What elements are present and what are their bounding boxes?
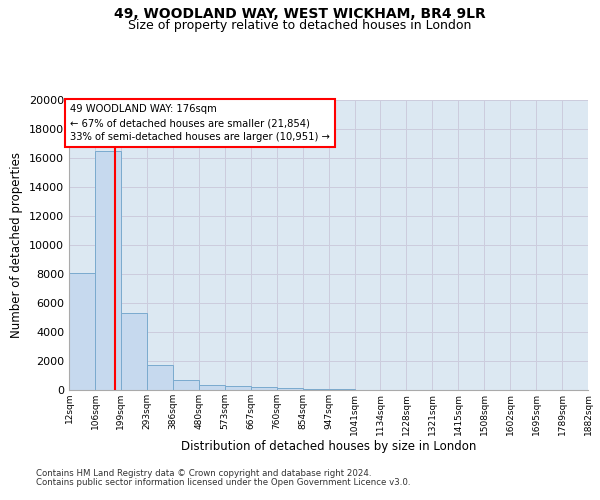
Text: Contains public sector information licensed under the Open Government Licence v3: Contains public sector information licen… [36, 478, 410, 487]
Text: Size of property relative to detached houses in London: Size of property relative to detached ho… [128, 18, 472, 32]
Bar [251, 387, 277, 390]
Bar [199, 385, 224, 390]
Text: Contains HM Land Registry data © Crown copyright and database right 2024.: Contains HM Land Registry data © Crown c… [36, 468, 371, 477]
Text: 49 WOODLAND WAY: 176sqm
← 67% of detached houses are smaller (21,854)
33% of sem: 49 WOODLAND WAY: 176sqm ← 67% of detache… [70, 104, 330, 142]
Bar [277, 388, 302, 390]
Text: 49, WOODLAND WAY, WEST WICKHAM, BR4 9LR: 49, WOODLAND WAY, WEST WICKHAM, BR4 9LR [114, 8, 486, 22]
Y-axis label: Number of detached properties: Number of detached properties [10, 152, 23, 338]
Bar [147, 364, 173, 390]
Bar [69, 272, 95, 390]
Bar [95, 151, 121, 390]
Bar [224, 386, 251, 390]
Bar [121, 313, 147, 390]
Bar [173, 380, 199, 390]
Bar [302, 388, 329, 390]
X-axis label: Distribution of detached houses by size in London: Distribution of detached houses by size … [181, 440, 476, 454]
